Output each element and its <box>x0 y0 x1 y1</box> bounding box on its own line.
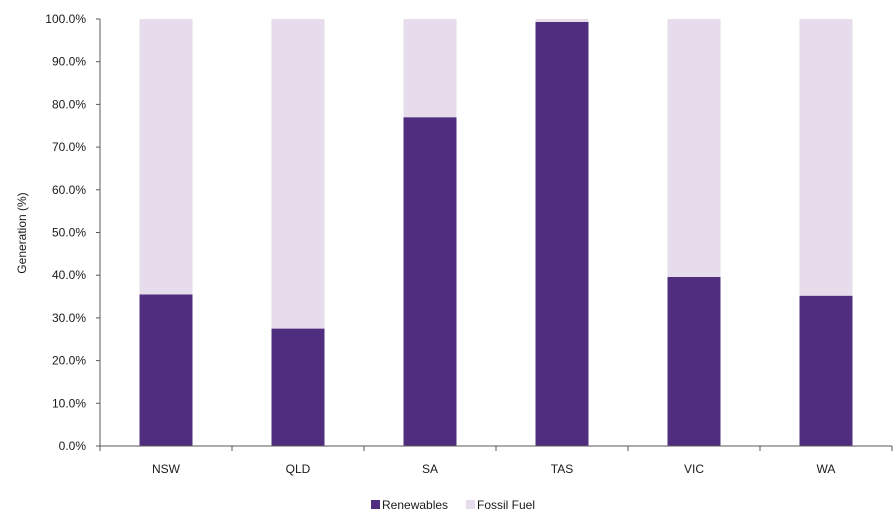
bar-nsw-fossil-fuel <box>139 19 193 295</box>
y-tick-label: 80.0% <box>52 97 86 111</box>
legend-swatch-renewables <box>371 500 380 509</box>
y-tick-label: 0.0% <box>59 439 87 453</box>
bar-tas-renewables <box>535 21 589 447</box>
x-tick-label-tas: TAS <box>551 462 573 476</box>
x-tick-label-qld: QLD <box>286 462 311 476</box>
x-tick-label-vic: VIC <box>684 462 704 476</box>
legend-label-fossil-fuel: Fossil Fuel <box>477 498 535 512</box>
legend-swatch-fossil-fuel <box>466 500 475 509</box>
legend: Renewables Fossil Fuel <box>371 498 535 512</box>
bar-sa-fossil-fuel <box>403 19 457 118</box>
y-tick-label: 70.0% <box>52 140 86 154</box>
y-tick-label: 20.0% <box>52 354 86 368</box>
x-tick-label-sa: SA <box>422 462 438 476</box>
bar-sa-renewables <box>403 117 457 447</box>
x-tick-label-wa: WA <box>817 462 836 476</box>
legend-label-renewables: Renewables <box>382 498 448 512</box>
x-tick-label-nsw: NSW <box>152 462 181 476</box>
bar-nsw-renewables <box>139 294 193 446</box>
bar-tas-fossil-fuel <box>535 19 589 22</box>
y-tick-label: 60.0% <box>52 183 86 197</box>
bar-vic-fossil-fuel <box>667 19 721 277</box>
y-tick-labels: 0.0% 10.0% 20.0% 30.0% 40.0% 50.0% 60.0% 70.0% 8… <box>45 12 86 453</box>
bars-group <box>139 19 853 447</box>
y-tick-label: 30.0% <box>52 311 86 325</box>
y-tick-label: 10.0% <box>52 396 86 410</box>
y-tick-label: 100.0% <box>45 12 86 26</box>
y-tick-label: 40.0% <box>52 268 86 282</box>
axes-group <box>96 18 893 451</box>
bar-qld-fossil-fuel <box>271 19 325 329</box>
bar-qld-renewables <box>271 328 325 446</box>
bar-wa-renewables <box>799 295 853 446</box>
y-axis-label: Generation (%) <box>15 192 29 273</box>
bar-wa-fossil-fuel <box>799 19 853 296</box>
x-tick-labels: NSW QLD SA TAS VIC WA <box>152 462 835 476</box>
y-tick-label: 50.0% <box>52 226 86 240</box>
y-tick-label: 90.0% <box>52 55 86 69</box>
bar-vic-renewables <box>667 276 721 446</box>
